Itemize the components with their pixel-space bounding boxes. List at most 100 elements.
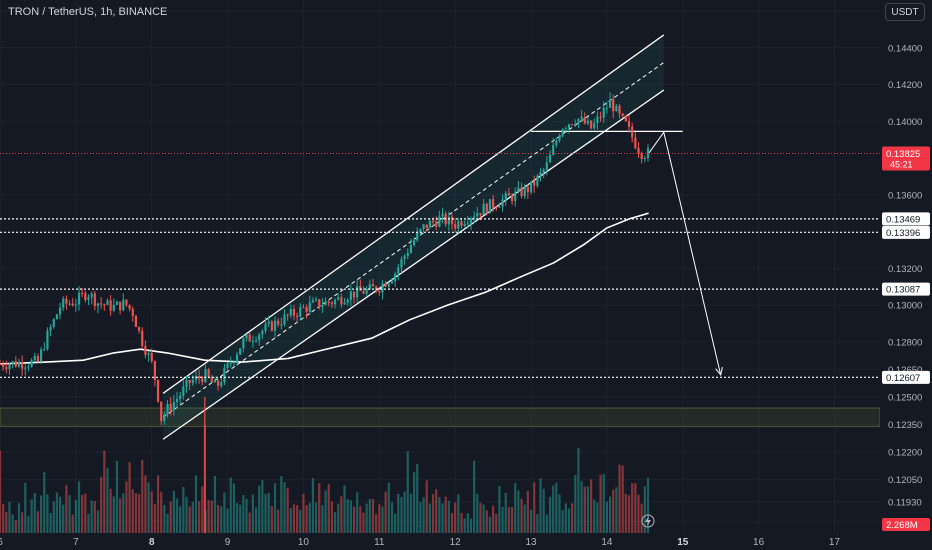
candle-body xyxy=(147,353,150,355)
volume-bar xyxy=(251,494,254,533)
candle-body xyxy=(87,297,90,300)
volume-bar xyxy=(580,481,583,533)
volume-bar xyxy=(359,506,362,533)
volume-bar xyxy=(299,509,302,533)
candle-body xyxy=(428,220,431,228)
volume-bar xyxy=(302,493,305,533)
volume-bar xyxy=(21,512,24,533)
candle-body xyxy=(520,187,523,197)
candle-body xyxy=(11,361,14,365)
candle-body xyxy=(485,203,488,214)
volume-bar xyxy=(390,502,394,533)
volume-bar xyxy=(460,512,463,533)
volume-bar xyxy=(371,498,375,533)
volume-bar xyxy=(356,492,359,533)
candle-body xyxy=(343,302,346,305)
candle-body xyxy=(68,303,71,305)
volume-bar xyxy=(419,502,422,533)
volume-bar xyxy=(5,512,8,533)
replay-icon-circle xyxy=(641,514,655,528)
candle-body xyxy=(605,107,608,109)
volume-bar xyxy=(96,510,100,533)
candle-body xyxy=(232,362,236,364)
candle-body xyxy=(495,207,498,209)
volume-bar xyxy=(17,503,21,533)
candle-body xyxy=(169,403,172,411)
volume-bar xyxy=(52,501,55,533)
volume-bar xyxy=(435,489,438,533)
candles[interactable] xyxy=(0,92,650,533)
volume-bar xyxy=(308,502,311,533)
volume-bar xyxy=(267,493,270,533)
current-price-countdown: 45:21 xyxy=(890,159,913,169)
volume-bar xyxy=(400,497,403,533)
time-axis[interactable]: 6 7 8 9 10 11 12 13 14 15 16 17 xyxy=(0,514,932,550)
candle-body xyxy=(226,363,229,368)
volume-bar xyxy=(109,488,112,533)
time-tick-label: 9 xyxy=(225,537,231,548)
price-levels[interactable] xyxy=(0,152,880,378)
candle-body xyxy=(302,307,305,309)
volume-bar xyxy=(242,495,245,533)
volume-bar xyxy=(349,500,352,533)
volume-bar xyxy=(542,488,545,533)
candle-body xyxy=(81,292,84,294)
candle-body xyxy=(179,395,182,399)
candle-body xyxy=(517,187,520,192)
volume-bar xyxy=(137,494,141,533)
candle-body xyxy=(507,193,511,196)
candle-body xyxy=(311,300,315,303)
candle-body xyxy=(473,216,476,219)
volume-bar xyxy=(8,501,11,533)
candle-body xyxy=(258,334,261,341)
candle-body xyxy=(447,216,450,225)
volume-bar xyxy=(179,506,182,533)
volume-bar xyxy=(574,474,577,533)
volume-bar xyxy=(529,509,533,533)
volume-bar xyxy=(444,496,447,533)
candle-body xyxy=(191,380,194,384)
price-axis[interactable]: 0.146000.144000.142000.140000.136000.132… xyxy=(880,0,932,550)
volume-bar xyxy=(254,507,258,533)
candle-body xyxy=(100,303,103,305)
volume-bar xyxy=(2,503,5,533)
level-label-box xyxy=(882,212,930,226)
volume-bar xyxy=(185,496,188,533)
volume-bar xyxy=(428,503,431,533)
candle-body xyxy=(634,137,637,149)
volume-bar xyxy=(229,477,232,533)
candle-body xyxy=(109,300,112,311)
candle-body xyxy=(207,369,210,377)
volume-bar xyxy=(55,492,58,533)
volume-bar xyxy=(586,486,590,533)
volume-bar xyxy=(207,499,210,533)
volume-bar xyxy=(65,485,68,533)
candle-body xyxy=(371,284,375,287)
time-tick-label: 7 xyxy=(73,537,79,548)
volume-bar xyxy=(479,502,482,533)
volume-bar xyxy=(343,485,346,533)
channel-drawing[interactable] xyxy=(162,34,723,440)
volume-bar xyxy=(223,492,226,533)
volume-bar xyxy=(643,486,646,533)
candle-body xyxy=(204,369,207,382)
candle-body xyxy=(93,293,96,306)
currency-button[interactable]: USDT xyxy=(885,3,925,21)
volume-bar xyxy=(103,450,106,533)
volume-bar xyxy=(378,504,381,533)
candle-body xyxy=(43,349,46,351)
candle-body xyxy=(52,319,55,328)
candle-body xyxy=(175,398,179,403)
candle-body xyxy=(362,290,365,294)
volume-bar xyxy=(463,518,466,533)
candle-body xyxy=(356,286,359,298)
candle-body xyxy=(264,324,267,331)
candle-body xyxy=(299,307,302,317)
volume-bar xyxy=(485,510,488,533)
candle-body xyxy=(492,199,495,208)
candle-body xyxy=(412,240,416,246)
candle-body xyxy=(229,363,232,365)
volume-bar xyxy=(498,485,501,533)
replay-icon[interactable] xyxy=(641,514,655,528)
